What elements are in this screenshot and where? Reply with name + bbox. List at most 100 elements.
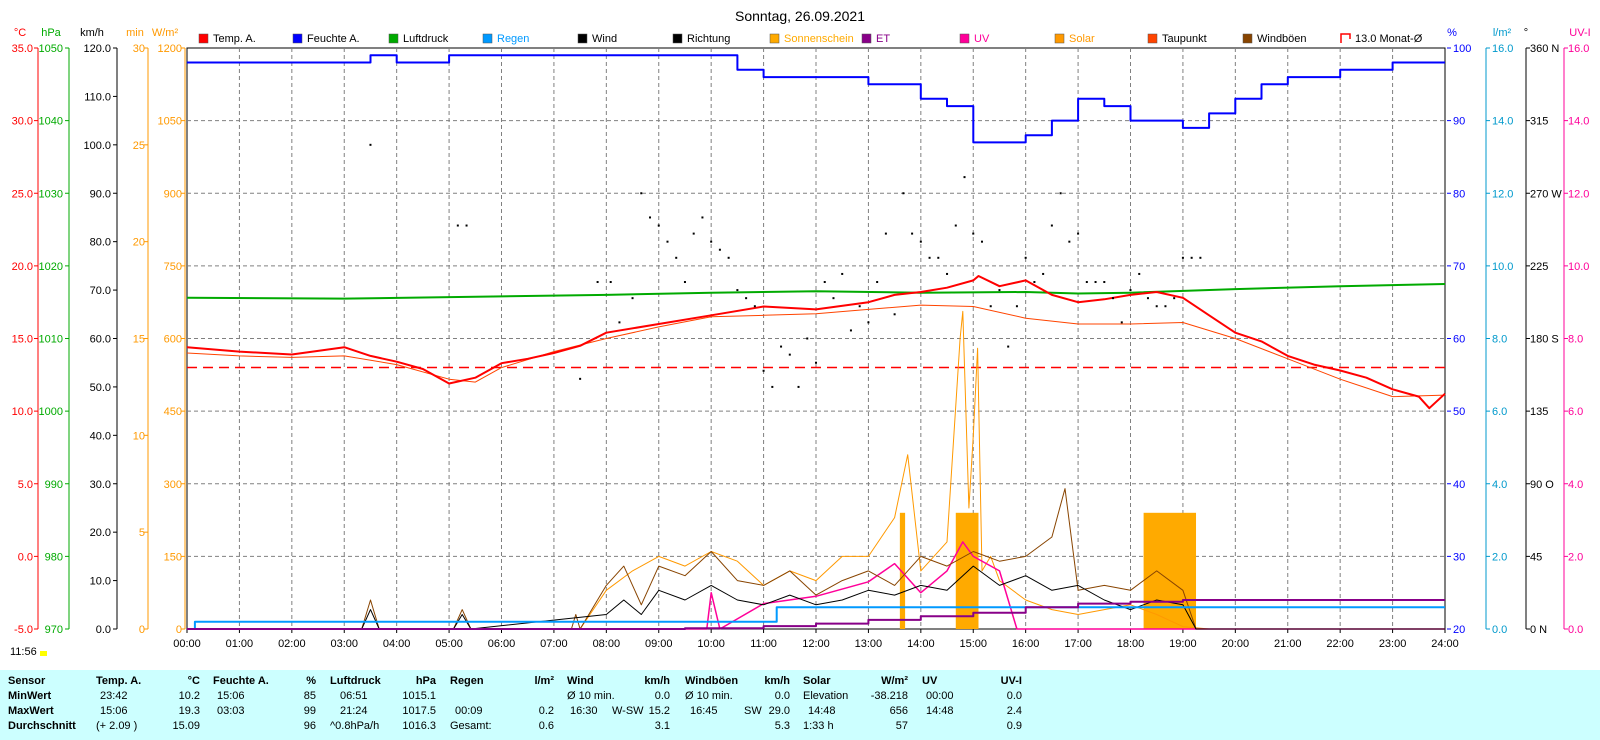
wind-direction-point	[1173, 297, 1176, 300]
wind-direction-point	[666, 240, 669, 243]
stats-min-gust-label: Ø 10 min.	[685, 690, 733, 702]
wind-direction-point	[1129, 289, 1132, 292]
series-line-taupunkt	[186, 304, 1446, 398]
stats-min-temp-val: 10.2	[178, 690, 200, 702]
left-axis-tick-label: 0	[139, 624, 145, 636]
stats-avg-uv-val: 0.9	[1006, 720, 1022, 732]
right-axis-tick-label: 40	[1453, 479, 1465, 491]
left-axis-tick-label: 110.0	[84, 91, 111, 103]
x-axis-tick-label: 18:00	[1117, 638, 1145, 650]
right-axis-tick-label: 2.0	[1492, 551, 1507, 563]
left-axis-tick-label: -5.0	[14, 624, 33, 636]
stats-max-wind-val: 15.2	[648, 705, 670, 717]
left-axis-tick-label: 25	[133, 140, 145, 152]
right-axis-unit: l/m²	[1493, 27, 1512, 39]
stats-avg-solar-time: 1:33 h	[803, 720, 834, 732]
x-axis-tick-label: 01:00	[226, 638, 254, 650]
x-axis-tick-label: 20:00	[1222, 638, 1250, 650]
right-axis-tick-label: 60	[1453, 334, 1465, 346]
wind-direction-point	[736, 289, 739, 292]
stats-min-label: MinWert	[8, 690, 52, 702]
sunshine-block	[955, 512, 979, 629]
stats-max-solar-val: 656	[889, 705, 908, 717]
left-axis-tick-label: 35.0	[12, 43, 33, 55]
stats-panel: Sensor Temp. A. °C Feuchte A. % Luftdruc…	[0, 670, 1600, 740]
stats-min-wind-label: Ø 10 min.	[567, 690, 615, 702]
right-axis-tick-label: 10.0	[1568, 261, 1589, 273]
wind-direction-point	[1155, 305, 1158, 308]
x-axis-tick-label: 13:00	[855, 638, 883, 650]
legend-label: Regen	[497, 33, 529, 45]
left-axis-tick-label: 90.0	[90, 188, 111, 200]
right-axis-tick-label: 45	[1530, 551, 1542, 563]
wind-direction-point	[683, 281, 686, 284]
wind-direction-point	[1085, 281, 1088, 284]
wind-direction-point	[972, 232, 975, 235]
stats-header-gust: Windböen	[685, 675, 739, 687]
legend-swatch	[959, 33, 970, 44]
left-axis-unit: km/h	[80, 27, 104, 39]
stats-header-temp: Temp. A.	[96, 675, 142, 687]
stats-avg-press-val: 1016.3	[402, 720, 436, 732]
series-line-solar	[579, 310, 1210, 630]
wind-direction-point	[649, 216, 652, 219]
stats-max-wind-dir: W-SW	[612, 705, 644, 717]
x-axis-tick-label: 24:00	[1431, 638, 1459, 650]
legend-swatch	[577, 33, 588, 44]
legend-swatch	[198, 33, 209, 44]
left-axis-tick-label: 25.0	[12, 188, 33, 200]
right-axis-tick-label: 16.0	[1568, 43, 1589, 55]
sunshine-blocks	[899, 512, 1197, 629]
wind-direction-point	[832, 297, 835, 300]
right-axis-tick-label: 6.0	[1492, 406, 1507, 418]
wind-direction-point	[1190, 256, 1193, 259]
wind-direction-point	[1050, 224, 1053, 227]
left-axis-tick-label: 30.0	[12, 116, 33, 128]
left-axis-tick-label: 970	[45, 624, 63, 636]
right-axis-tick-label: 315	[1530, 116, 1548, 128]
legend-swatch	[1242, 33, 1253, 44]
left-axis-tick-label: 900	[164, 188, 182, 200]
left-axis-tick-label: 450	[164, 406, 182, 418]
x-axis-tick-label: 06:00	[488, 638, 516, 650]
legend-swatch	[1340, 33, 1351, 43]
right-axis-tick-label: 50	[1453, 406, 1465, 418]
x-axis-tick-label: 12:00	[802, 638, 830, 650]
stats-avg-temp-note: (+ 2.09 )	[96, 720, 138, 732]
wind-direction-point	[806, 337, 809, 340]
legend-swatch	[388, 33, 399, 44]
left-axis-tick-label: 30.0	[90, 479, 111, 491]
legend-label: ET	[876, 33, 890, 45]
stats-avg-press-note: ^0.8hPa/h	[330, 720, 380, 732]
wind-direction-point	[1138, 272, 1141, 275]
stats-header-gust-unit: km/h	[764, 675, 790, 687]
wind-direction-points	[369, 143, 1202, 388]
legend-swatch	[861, 33, 872, 44]
stats-min-hum-val: 85	[303, 690, 316, 702]
stats-max-rain-time: 00:09	[455, 705, 483, 717]
left-axis-tick-label: 0.0	[18, 551, 33, 563]
stats-min-solar-val: -38.218	[870, 690, 908, 702]
right-axis-tick-label: 225	[1530, 261, 1548, 273]
stats-min-temp-time: 23:42	[100, 690, 128, 702]
left-axis-tick-label: 80.0	[90, 237, 111, 249]
x-axis-tick-label: 02:00	[278, 638, 306, 650]
left-axis-unit: W/m²	[152, 27, 179, 39]
left-axis-tick-label: 1030	[39, 188, 63, 200]
left-axis-tick-label: 150	[164, 551, 182, 563]
x-axis: 00:00 01:00 02:00 03:00 04:00 05:00 06:00 07:00…	[173, 629, 1459, 650]
stats-avg-temp-val: 15.09	[172, 720, 200, 732]
wind-direction-point	[911, 232, 914, 235]
wind-direction-point	[1120, 321, 1123, 324]
stats-header-uv-unit: UV-I	[1000, 675, 1022, 687]
x-axis-tick-label: 14:00	[907, 638, 935, 650]
x-axis-tick-label: 08:00	[593, 638, 621, 650]
right-axis-tick-label: 12.0	[1492, 188, 1513, 200]
right-axis-tick-label: 6.0	[1568, 406, 1583, 418]
left-axis-tick-label: 1050	[158, 116, 182, 128]
x-axis-tick-label: 05:00	[435, 638, 463, 650]
left-axis-tick-label: 120.0	[83, 43, 111, 55]
series-lines	[186, 54, 1446, 630]
stats-max-gust-val: 29.0	[768, 705, 790, 717]
current-time-marker	[40, 651, 47, 656]
